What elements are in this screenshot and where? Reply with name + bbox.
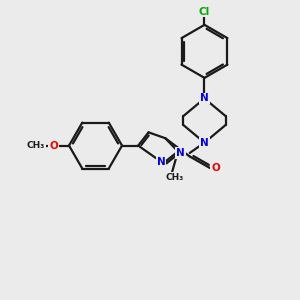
Text: N: N <box>176 148 185 158</box>
Text: Cl: Cl <box>199 7 210 16</box>
Text: CH₃: CH₃ <box>165 173 184 182</box>
Text: N: N <box>200 138 209 148</box>
Text: O: O <box>49 141 58 151</box>
Text: N: N <box>157 157 165 167</box>
Text: N: N <box>200 94 209 103</box>
Text: CH₃: CH₃ <box>27 141 45 150</box>
Text: O: O <box>211 163 220 173</box>
